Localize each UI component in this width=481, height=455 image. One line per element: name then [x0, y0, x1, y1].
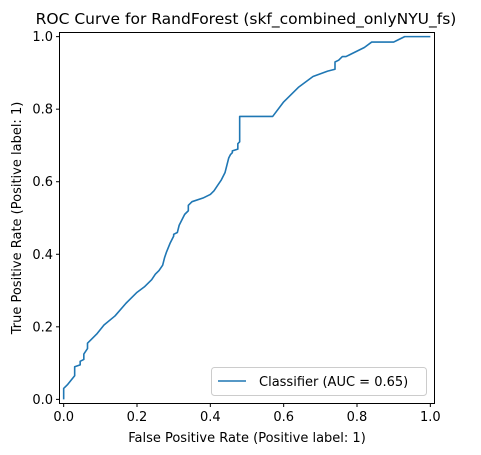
y-tick-label: 0.4 [32, 248, 53, 263]
series-layer [62, 35, 431, 400]
x-tick-label: 0.0 [53, 410, 74, 425]
x-axis-label: False Positive Rate (Positive label: 1) [128, 431, 366, 446]
y-tick-label: 0.6 [32, 175, 53, 190]
legend: Classifier (AUC = 0.65) [211, 367, 427, 396]
x-tick-label: 0.2 [127, 410, 148, 425]
y-tick-label: 0.0 [32, 393, 53, 408]
x-tick-label: 1.0 [420, 410, 441, 425]
legend-box [211, 367, 427, 396]
x-axis-ticks: 0.0 0.2 0.4 0.6 0.8 1.0 [53, 403, 441, 425]
roc-curve-line [62, 35, 431, 400]
y-axis-ticks: 0.0 0.2 0.4 0.6 0.8 1.0 [32, 30, 60, 408]
x-tick-label: 0.8 [347, 410, 368, 425]
y-tick-label: 1.0 [32, 30, 53, 45]
x-tick-label: 0.4 [200, 410, 221, 425]
plot-frame [59, 32, 435, 404]
chart-title: ROC Curve for RandForest (skf_combined_o… [36, 10, 457, 29]
y-axis-label: True Positive Rate (Positive label: 1) [10, 102, 25, 336]
y-tick-label: 0.8 [32, 103, 53, 118]
legend-label: Classifier (AUC = 0.65) [259, 375, 408, 390]
x-tick-label: 0.6 [273, 410, 294, 425]
y-tick-label: 0.2 [32, 320, 53, 335]
